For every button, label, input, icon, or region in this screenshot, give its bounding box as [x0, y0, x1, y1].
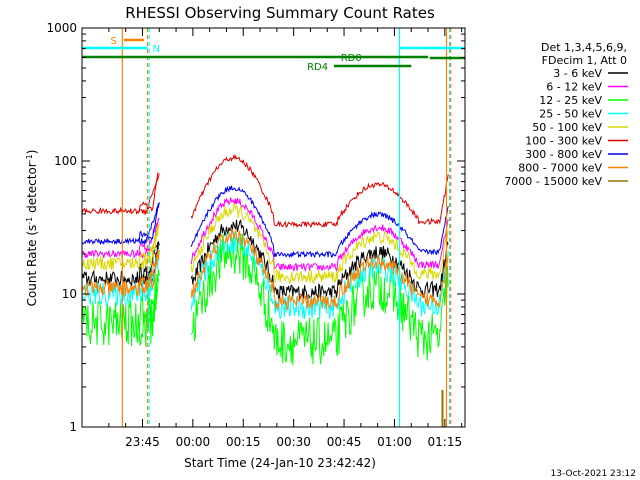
- legend-header-1: Det 1,3,4,5,6,9,: [541, 41, 627, 54]
- y-tick-label-3: 100: [54, 154, 77, 168]
- series-line-7: [81, 185, 449, 259]
- legend-label-7: 300 - 800 keV: [525, 148, 602, 161]
- y-axis-label-close: ): [25, 150, 39, 155]
- legend-label-5: 50 - 100 keV: [532, 121, 602, 134]
- x-axis: 23:45 00:00 00:15 00:30 00:45 01:00 01:15: [108, 28, 463, 449]
- chart-title: RHESSI Observing Summary Count Rates: [125, 4, 435, 22]
- legend-label-2: 6 - 12 keV: [546, 81, 602, 94]
- series-line-5: [81, 201, 449, 285]
- legend-label-3: 12 - 25 keV: [539, 94, 602, 107]
- flag-label-n: N: [153, 44, 160, 55]
- y-tick-label-4: 1000: [46, 21, 77, 35]
- legend: Det 1,3,4,5,6,9,FDecim 1, Att 03 - 6 keV…: [504, 41, 628, 188]
- y-axis-label-exp1: -1: [25, 217, 34, 225]
- flag-label-rd0: RD0: [341, 53, 362, 64]
- x-tick-label-1: 23:45: [125, 435, 160, 449]
- legend-label-6: 100 - 300 keV: [525, 135, 602, 148]
- x-tick-label-3: 00:15: [226, 435, 261, 449]
- x-tick-label-2: 00:00: [176, 435, 211, 449]
- y-tick-label-2: 10: [62, 287, 77, 301]
- legend-label-1: 3 - 6 keV: [553, 67, 602, 80]
- flag-label-s: S: [111, 36, 117, 47]
- x-tick-label-6: 01:00: [377, 435, 412, 449]
- y-axis-label-main: Count Rate (s: [25, 225, 39, 307]
- y-axis-label: Count Rate (s-1 detector-1): [25, 150, 39, 307]
- flag-label-rd4: RD4: [307, 62, 328, 73]
- plot-frame: [81, 27, 466, 428]
- legend-label-4: 25 - 50 keV: [539, 108, 602, 121]
- footer-timestamp: 13-Oct-2021 23:12: [551, 469, 636, 479]
- y-axis-label-tail: detector: [25, 162, 39, 217]
- legend-label-8: 800 - 7000 keV: [518, 162, 602, 175]
- series-line-6: [81, 153, 449, 228]
- y-axis-label-exp2: -1: [25, 154, 34, 162]
- legend-label-9: 7000 - 15000 keV: [504, 175, 602, 188]
- x-tick-label-7: 01:15: [428, 435, 463, 449]
- plot-area: S N RD0 RD4: [81, 28, 465, 427]
- legend-header-2: FDecim 1, Att 0: [542, 54, 627, 67]
- x-tick-label-4: 00:30: [276, 435, 311, 449]
- x-axis-label: Start Time (24-Jan-10 23:42:42): [184, 456, 376, 470]
- y-axis: 1 10 100 1000: [46, 21, 465, 434]
- y-tick-label-1: 1: [69, 420, 77, 434]
- x-tick-label-5: 00:45: [327, 435, 362, 449]
